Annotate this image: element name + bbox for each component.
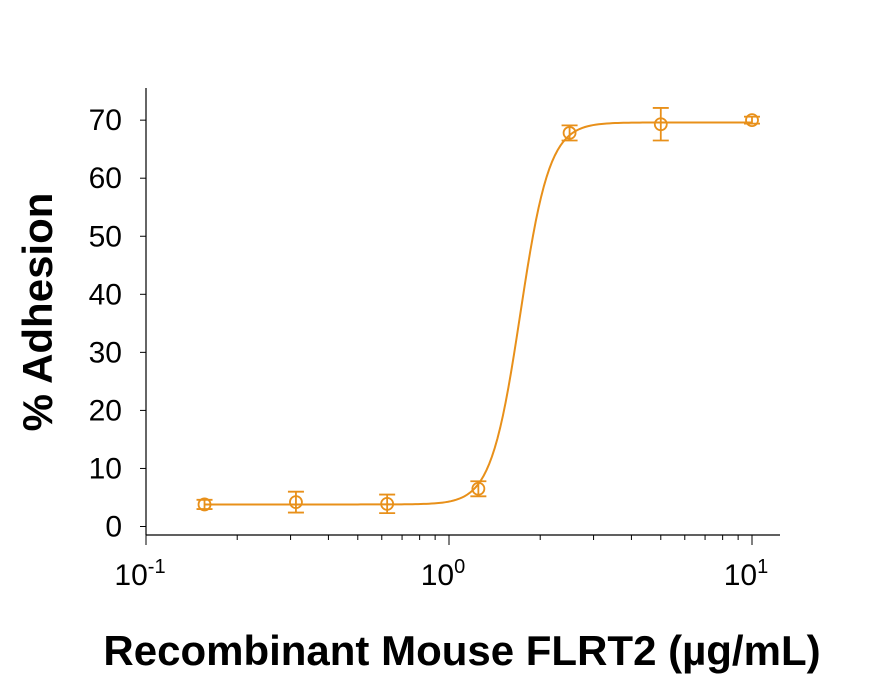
data-point (289, 495, 303, 510)
plot-area: 0 10 20 30 40 50 60 70 10-1 100 101 (89, 88, 780, 592)
data-point (197, 497, 212, 512)
fit-curve (204, 121, 752, 506)
data-point (653, 117, 668, 132)
data-point (380, 496, 395, 511)
data-point (471, 481, 486, 496)
y-tick-label: 30 (89, 336, 122, 369)
data-point (562, 126, 577, 140)
y-tick-label: 0 (105, 511, 122, 544)
x-tick-label: 101 (724, 556, 769, 592)
y-tick-label: 40 (89, 278, 122, 311)
y-tick-label: 50 (89, 220, 122, 253)
x-tick-label: 100 (421, 556, 466, 592)
y-tick-label: 60 (89, 162, 122, 195)
x-axis-title: Recombinant Mouse FLRT2 (µg/mL) (103, 627, 820, 674)
y-axis-title: % Adhesion (14, 193, 61, 432)
y-tick-label: 20 (89, 394, 122, 427)
y-tick-label: 70 (89, 104, 122, 137)
data-point (745, 113, 759, 128)
y-tick-label: 10 (89, 452, 122, 485)
x-tick-label: 10-1 (114, 556, 165, 592)
